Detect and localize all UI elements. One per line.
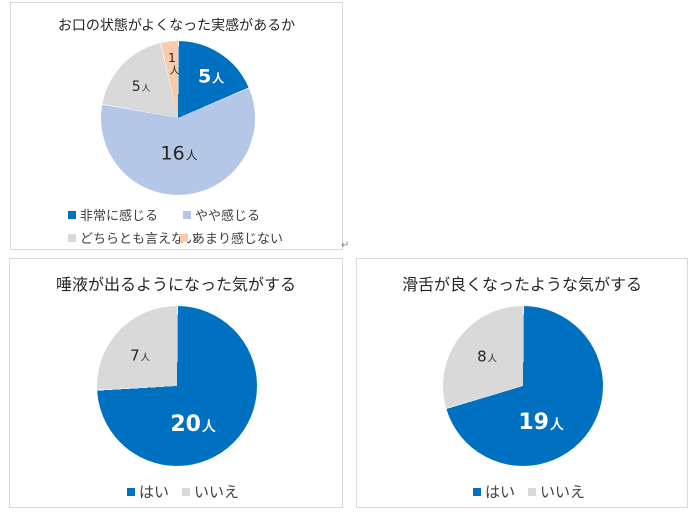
paragraph-return-mark: ↵ — [341, 240, 350, 251]
legend-item-neutral: どちらとも言えない — [68, 228, 197, 247]
chart-title: お口の状態がよくなった実感があるか — [57, 18, 296, 34]
pie-chart — [97, 306, 257, 466]
legend-item-yes: はい — [127, 481, 169, 502]
legend: はい いいえ — [357, 259, 687, 507]
slice-label-yes: 20人 — [170, 412, 216, 437]
legend-item-no: いいえ — [182, 481, 239, 502]
chart-saliva: 唾液が出るようになった気がする 20人 7人 はい いいえ — [9, 258, 343, 508]
chart-title: 滑舌が良くなったような気がする — [401, 275, 642, 294]
legend: 非常に感じる やや感じる どちらとも言えない あまり感じない — [11, 3, 342, 249]
legend-item-yes: はい — [473, 481, 515, 502]
chart-title: 唾液が出るようになった気がする — [55, 275, 296, 294]
legend: はい いいえ — [10, 259, 342, 507]
legend-item-not-much: あまり感じない — [180, 228, 283, 247]
legend-swatch — [183, 210, 191, 219]
slice-label-somewhat: 16人 — [160, 142, 198, 165]
legend-swatch — [180, 233, 188, 242]
pie-chart — [443, 306, 603, 466]
chart-articulation: 滑舌が良くなったような気がする 19人 8人 はい いいえ — [356, 258, 688, 508]
legend-item-somewhat: やや感じる — [183, 205, 260, 224]
legend-swatch — [68, 233, 76, 242]
legend-swatch — [182, 487, 190, 496]
slice-label-not-much: 1人 — [165, 51, 179, 75]
legend-item-no: いいえ — [528, 481, 585, 502]
slice-label-no: 8人 — [477, 347, 497, 366]
legend-swatch — [528, 487, 536, 496]
chart-oral-condition: お口の状態がよくなった実感があるか 5人 16人 5人 1人 非常に感じる やや… — [10, 2, 343, 250]
slice-label-no: 7人 — [130, 346, 150, 365]
legend-swatch — [127, 487, 135, 496]
slice-label-yes: 19人 — [518, 410, 564, 435]
legend-swatch — [68, 210, 76, 219]
slice-label-very: 5人 — [197, 65, 225, 88]
pie-chart — [101, 41, 255, 195]
slice-label-neutral: 5人 — [131, 79, 151, 95]
legend-swatch — [473, 487, 481, 496]
legend-item-very: 非常に感じる — [68, 205, 158, 224]
